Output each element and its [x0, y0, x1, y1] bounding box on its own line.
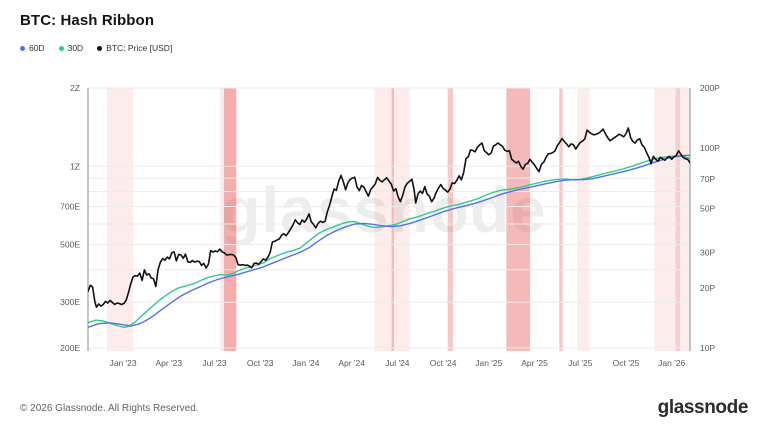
legend-dot-60d: [20, 45, 25, 51]
chart-area: glassnode 2Z1Z700E500E300E200E200P100P70…: [0, 0, 768, 385]
page-footer: © 2026 Glassnode. All Rights Reserved. g…: [0, 392, 768, 424]
legend-label: 30D: [67, 43, 84, 53]
capitulation-band: [391, 88, 395, 351]
right-axis-tick-label: 30P: [700, 248, 715, 258]
x-axis-tick-label: Jan '26: [658, 358, 685, 368]
left-axis-tick-label: 300E: [60, 297, 80, 307]
capitulation-band: [223, 88, 236, 351]
copyright-text: © 2026 Glassnode. All Rights Reserved.: [20, 402, 199, 414]
series-line-60d: [88, 154, 690, 329]
left-axis-tick-label: 200E: [60, 343, 80, 353]
right-axis-tick-label: 200P: [700, 83, 720, 93]
x-axis-tick-label: Oct '25: [613, 358, 640, 368]
right-axis-tick-label: 20P: [700, 283, 715, 293]
series-line-30d: [88, 155, 690, 329]
chart-header: BTC: Hash Ribbon 60D 30D BTC: Price [USD]: [20, 12, 172, 53]
x-axis-tick-label: Apr '23: [155, 358, 182, 368]
legend-dot-30d: [58, 45, 64, 51]
x-axis-tick-label: Apr '24: [338, 358, 365, 368]
x-axis-tick-label: Apr '25: [521, 358, 548, 368]
right-axis-tick-label: 50P: [700, 203, 715, 213]
x-axis-tick-label: Oct '23: [247, 358, 274, 368]
right-axis-tick-label: 100P: [700, 143, 720, 153]
left-axis-tick-label: 500E: [60, 240, 80, 250]
right-axis-tick-label: 70P: [700, 174, 715, 184]
legend-item-price[interactable]: BTC: Price [USD]: [97, 43, 172, 53]
left-axis-tick-label: 1Z: [70, 161, 80, 171]
hash-ribbon-chart[interactable]: 2Z 1Z 700E 500E 300E 200E 200P 100P 70P 50P 30P 20P…: [0, 0, 768, 385]
x-axis-tick-label: Jan '23: [109, 358, 136, 368]
x-axis-tick-label: Jan '25: [475, 358, 502, 368]
x-axis-tick-label: Oct '24: [430, 358, 457, 368]
page-title: BTC: Hash Ribbon: [20, 12, 155, 29]
x-axis-tick-label: Jul '23: [202, 358, 227, 368]
left-axis-tick-label: 700E: [60, 202, 80, 212]
capitulation-band: [447, 88, 454, 351]
legend-label: 60D: [29, 43, 45, 53]
capitulation-band: [675, 88, 681, 351]
right-axis-tick-label: 10P: [700, 343, 715, 353]
capitulation-band: [219, 88, 238, 351]
chart-legend: 60D 30D BTC: Price [USD]: [20, 43, 172, 53]
x-axis-tick-label: Jan '24: [292, 358, 319, 368]
legend-dot-price: [97, 45, 103, 51]
x-axis-tick-label: Jul '25: [568, 358, 593, 368]
capitulation-band: [559, 88, 563, 351]
legend-item-60d[interactable]: 60D: [20, 43, 45, 53]
capitulation-band: [506, 88, 530, 351]
x-axis-tick-label: Jul '24: [385, 358, 410, 368]
capitulation-band: [374, 88, 410, 351]
capitulation-band: [577, 88, 590, 351]
legend-label: BTC: Price [USD]: [106, 43, 173, 53]
series-line-btc-price-usd: [88, 127, 690, 309]
left-axis-tick-label: 2Z: [70, 83, 80, 93]
capitulation-band: [107, 88, 134, 351]
legend-item-30d[interactable]: 30D: [58, 43, 84, 53]
glassnode-logo: glassnode: [657, 397, 749, 418]
capitulation-band: [654, 88, 690, 351]
